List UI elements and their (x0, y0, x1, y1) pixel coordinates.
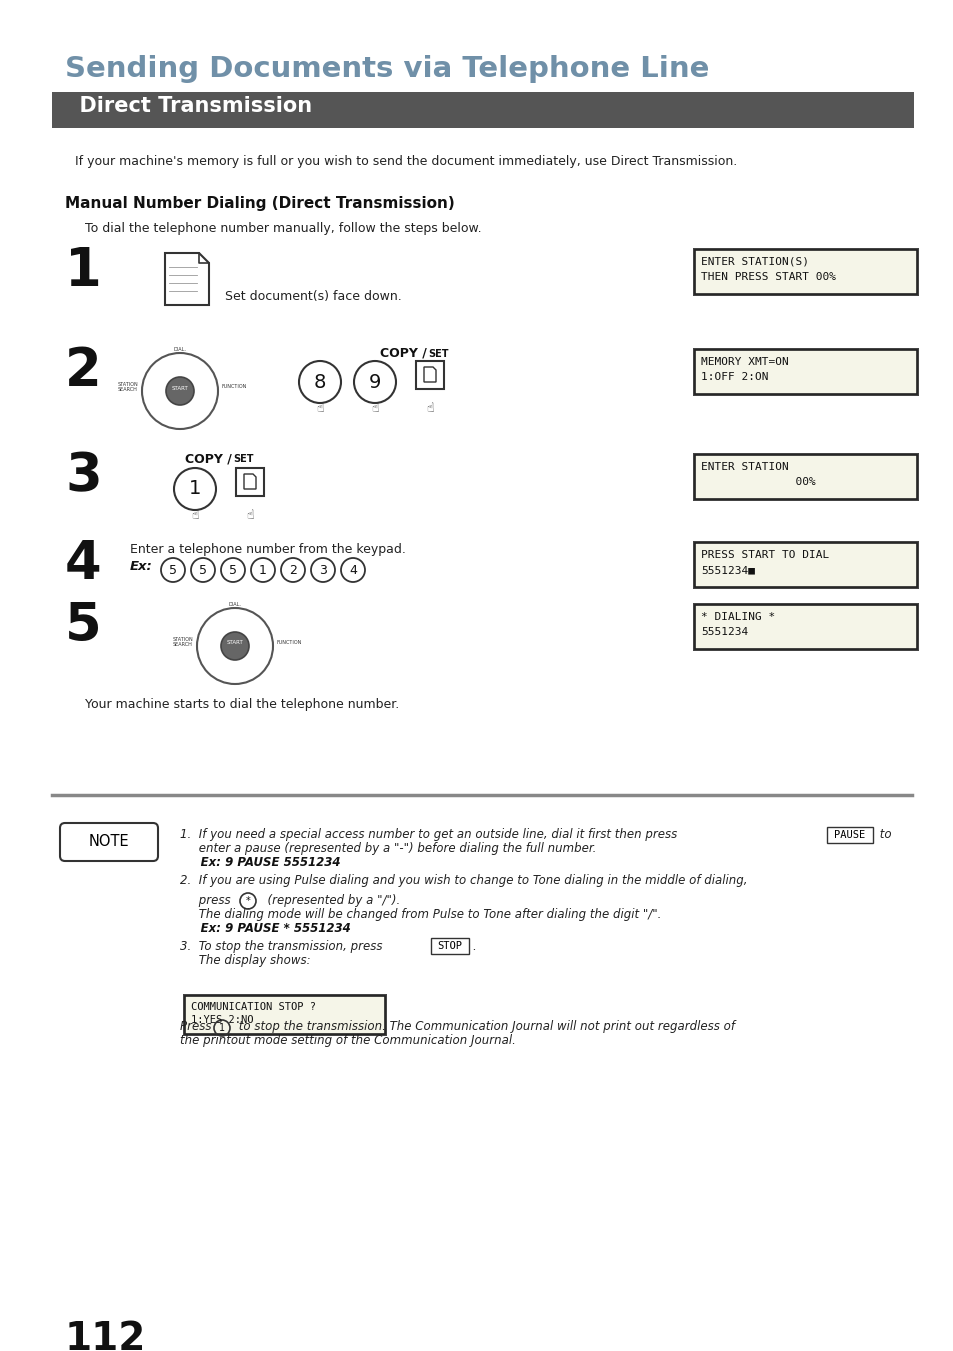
FancyBboxPatch shape (826, 827, 872, 843)
Text: Ex:: Ex: (130, 561, 152, 573)
FancyBboxPatch shape (235, 467, 264, 496)
Text: 5: 5 (229, 563, 236, 577)
Circle shape (221, 632, 249, 661)
Text: Ex: 9 PAUSE * 5551234: Ex: 9 PAUSE * 5551234 (180, 921, 351, 935)
Text: 2: 2 (65, 345, 102, 397)
FancyBboxPatch shape (695, 543, 916, 586)
Text: 3: 3 (65, 450, 102, 503)
Text: 5551234■: 5551234■ (700, 565, 754, 576)
Text: If your machine's memory is full or you wish to send the document immediately, u: If your machine's memory is full or you … (75, 155, 737, 168)
Text: MEMORY XMT=ON: MEMORY XMT=ON (700, 357, 788, 367)
Text: FUNCTION: FUNCTION (221, 385, 247, 389)
Text: START: START (227, 640, 243, 646)
Text: ENTER STATION(S): ENTER STATION(S) (700, 257, 808, 267)
Text: FUNCTION: FUNCTION (276, 639, 301, 644)
Text: * DIALING *: * DIALING * (700, 612, 775, 621)
FancyBboxPatch shape (416, 361, 443, 389)
Text: .: . (472, 940, 476, 952)
Text: the printout mode setting of the Communication Journal.: the printout mode setting of the Communi… (180, 1034, 516, 1047)
Text: 2: 2 (289, 563, 296, 577)
Text: 1:YES 2:NO: 1:YES 2:NO (191, 1015, 253, 1025)
Text: 8: 8 (314, 373, 326, 392)
Text: enter a pause (represented by a "-") before dialing the full number.: enter a pause (represented by a "-") bef… (180, 842, 596, 855)
Text: NOTE: NOTE (89, 835, 130, 850)
Text: 1: 1 (189, 480, 201, 499)
Text: PAUSE: PAUSE (834, 830, 864, 840)
Text: ☝: ☝ (371, 403, 378, 415)
Text: 5551234: 5551234 (700, 627, 747, 638)
Text: STOP: STOP (437, 942, 462, 951)
Text: ☝: ☝ (191, 509, 198, 521)
Text: Set document(s) face down.: Set document(s) face down. (225, 290, 401, 303)
Text: THEN PRESS START 00%: THEN PRESS START 00% (700, 272, 835, 282)
Text: 1.  If you need a special access number to get an outside line, dial it first th: 1. If you need a special access number t… (180, 828, 680, 842)
Text: 5: 5 (199, 563, 207, 577)
Text: Ex: 9 PAUSE 5551234: Ex: 9 PAUSE 5551234 (180, 857, 340, 869)
FancyBboxPatch shape (692, 249, 918, 296)
Text: 9: 9 (369, 373, 381, 392)
Text: 1:OFF 2:ON: 1:OFF 2:ON (700, 372, 768, 382)
Text: PRESS START TO DIAL: PRESS START TO DIAL (700, 550, 828, 561)
Polygon shape (165, 253, 209, 305)
Text: 112: 112 (65, 1320, 146, 1351)
Text: to stop the transmission. The Communication Journal will not print out regardles: to stop the transmission. The Communicat… (234, 1020, 734, 1034)
Text: 00%: 00% (700, 477, 815, 486)
FancyBboxPatch shape (695, 250, 916, 295)
Text: ☝: ☝ (315, 403, 323, 415)
Text: To dial the telephone number manually, follow the steps below.: To dial the telephone number manually, f… (85, 222, 481, 235)
Text: Direct Transmission: Direct Transmission (65, 96, 312, 116)
Text: 2.  If you are using Pulse dialing and you wish to change to Tone dialing in the: 2. If you are using Pulse dialing and yo… (180, 874, 747, 888)
Text: COPY /: COPY / (379, 347, 431, 359)
Text: 3: 3 (318, 563, 327, 577)
FancyBboxPatch shape (692, 603, 918, 651)
Text: (represented by a "/").: (represented by a "/"). (260, 894, 400, 907)
FancyBboxPatch shape (52, 92, 913, 128)
Text: START: START (172, 385, 188, 390)
FancyBboxPatch shape (692, 453, 918, 501)
Text: 3.  To stop the transmission, press: 3. To stop the transmission, press (180, 940, 386, 952)
Text: DIAL.: DIAL. (229, 603, 241, 607)
Text: COMMUNICATION STOP ?: COMMUNICATION STOP ? (191, 1002, 315, 1012)
Text: Press: Press (180, 1020, 215, 1034)
FancyBboxPatch shape (431, 938, 469, 954)
Text: 1: 1 (65, 245, 102, 297)
Polygon shape (423, 367, 436, 382)
Text: press: press (180, 894, 234, 907)
Text: 4: 4 (349, 563, 356, 577)
FancyBboxPatch shape (692, 540, 918, 589)
Text: 5: 5 (65, 600, 102, 653)
Text: Manual Number Dialing (Direct Transmission): Manual Number Dialing (Direct Transmissi… (65, 196, 455, 211)
Circle shape (166, 377, 193, 405)
Text: 4: 4 (65, 538, 102, 590)
Text: ENTER STATION: ENTER STATION (700, 462, 788, 471)
Text: The dialing mode will be changed from Pulse to Tone after dialing the digit "/".: The dialing mode will be changed from Pu… (180, 908, 660, 921)
FancyBboxPatch shape (695, 605, 916, 648)
Text: STATION
SEARCH: STATION SEARCH (172, 636, 193, 647)
Text: DIAL.: DIAL. (173, 347, 186, 353)
Text: COPY /: COPY / (185, 453, 236, 465)
Text: ☝: ☝ (246, 509, 253, 521)
Text: 1: 1 (259, 563, 267, 577)
Text: Your machine starts to dial the telephone number.: Your machine starts to dial the telephon… (85, 698, 399, 711)
Text: SET: SET (428, 349, 448, 359)
Text: *: * (245, 896, 250, 907)
FancyBboxPatch shape (695, 350, 916, 394)
Text: ☝: ☝ (426, 403, 434, 415)
FancyBboxPatch shape (185, 996, 385, 1034)
FancyBboxPatch shape (695, 455, 916, 499)
Text: 1: 1 (218, 1023, 225, 1034)
Text: SET: SET (233, 454, 253, 463)
Polygon shape (244, 474, 255, 489)
FancyBboxPatch shape (692, 349, 918, 396)
FancyBboxPatch shape (60, 823, 158, 861)
Text: Sending Documents via Telephone Line: Sending Documents via Telephone Line (65, 55, 709, 82)
Text: 5: 5 (169, 563, 177, 577)
Text: STATION
SEARCH: STATION SEARCH (117, 381, 138, 392)
Text: The display shows:: The display shows: (180, 954, 311, 967)
Text: Enter a telephone number from the keypad.: Enter a telephone number from the keypad… (130, 543, 405, 557)
FancyBboxPatch shape (183, 994, 387, 1036)
Text: to: to (875, 828, 891, 842)
